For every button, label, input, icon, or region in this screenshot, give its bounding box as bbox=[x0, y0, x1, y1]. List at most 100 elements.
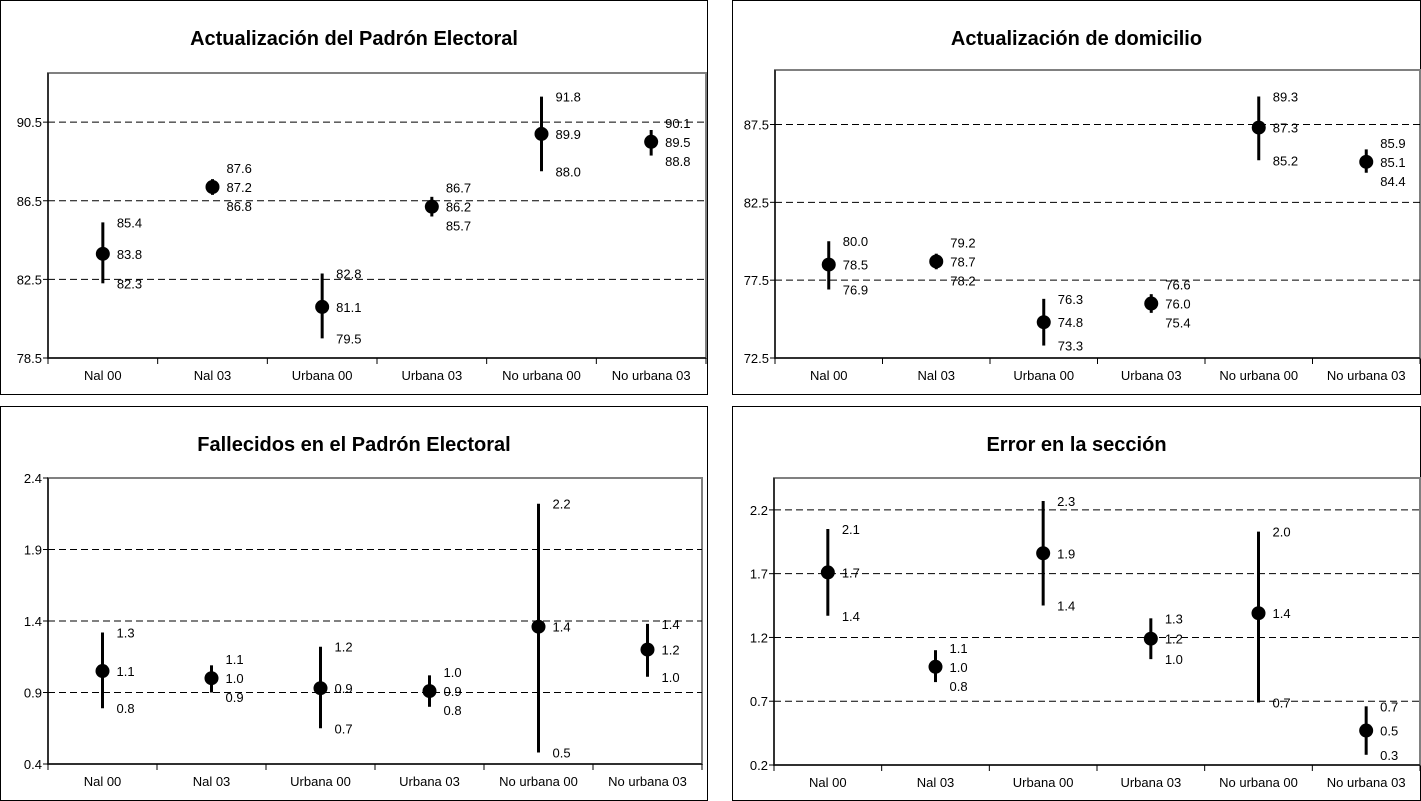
data-point bbox=[95, 664, 110, 679]
data-point bbox=[205, 180, 220, 194]
y-tick-label: 0.9 bbox=[24, 686, 42, 701]
data-point bbox=[531, 619, 546, 634]
value-label: 78.5 bbox=[843, 258, 868, 273]
data-point bbox=[1036, 546, 1051, 561]
x-tick-label: Urbana 03 bbox=[1121, 368, 1182, 383]
lower-label: 0.7 bbox=[335, 721, 353, 736]
y-tick-label: 90.5 bbox=[17, 115, 42, 130]
lower-label: 73.3 bbox=[1058, 339, 1083, 354]
chart-plot: 0.2 0.7 1.2 1.7 2.2 Nal 00 Nal 03 Urbana 00 Urba… bbox=[750, 477, 1421, 790]
upper-label: 1.3 bbox=[117, 625, 135, 640]
x-tick-label: Nal 00 bbox=[810, 368, 848, 383]
x-tick-label: Urbana 00 bbox=[1013, 775, 1074, 790]
chart-panel-4: Error en la sección 0.2 0.7 1.2 1.7 2.2 Nal 0… bbox=[732, 406, 1421, 801]
lower-label: 1.4 bbox=[842, 609, 860, 624]
chart-plot: 72.5 77.5 82.5 87.5 Nal 00 Nal 03 Urbana 00 Urb… bbox=[744, 69, 1421, 383]
lower-label: 85.2 bbox=[1273, 153, 1298, 168]
upper-label: 80.0 bbox=[843, 234, 868, 249]
x-tick-label: Urbana 03 bbox=[1120, 775, 1181, 790]
upper-label: 79.2 bbox=[950, 235, 975, 250]
plot-area bbox=[773, 477, 1421, 766]
chart-frame bbox=[0, 0, 708, 395]
lower-label: 76.9 bbox=[843, 283, 868, 298]
data-point bbox=[644, 134, 659, 149]
x-tick-label: No urbana 03 bbox=[612, 368, 691, 383]
upper-label: 1.2 bbox=[335, 640, 353, 655]
x-tick-label: No urbana 03 bbox=[1327, 775, 1406, 790]
lower-label: 0.5 bbox=[553, 746, 571, 761]
upper-label: 85.4 bbox=[117, 215, 142, 230]
value-label: 1.2 bbox=[662, 643, 680, 658]
data-point bbox=[315, 299, 330, 314]
y-tick-label: 77.5 bbox=[744, 273, 769, 288]
data-point bbox=[1143, 631, 1158, 646]
data-point bbox=[313, 681, 328, 696]
data-point bbox=[1251, 606, 1266, 621]
plot-area bbox=[47, 72, 707, 359]
value-label: 1.9 bbox=[1057, 546, 1075, 561]
y-tick-label: 0.2 bbox=[750, 758, 768, 773]
y-tick-label: 87.5 bbox=[744, 117, 769, 132]
data-point bbox=[929, 254, 944, 269]
data-point bbox=[422, 684, 437, 699]
upper-label: 2.3 bbox=[1057, 494, 1075, 509]
lower-label: 0.9 bbox=[226, 690, 244, 705]
x-tick-label: Nal 03 bbox=[917, 775, 955, 790]
chart-title: Actualización del Padrón Electoral bbox=[190, 28, 518, 50]
lower-label: 88.0 bbox=[556, 164, 581, 179]
lower-label: 0.3 bbox=[1380, 748, 1398, 763]
upper-label: 90.1 bbox=[665, 116, 690, 131]
chart-frame bbox=[732, 0, 1421, 395]
plot-area bbox=[774, 69, 1421, 359]
value-label: 85.1 bbox=[1380, 155, 1405, 170]
x-tick-label: No urbana 00 bbox=[1219, 368, 1298, 383]
y-tick-label: 0.7 bbox=[750, 694, 768, 709]
upper-label: 76.3 bbox=[1058, 292, 1083, 307]
value-label: 78.7 bbox=[950, 254, 975, 269]
x-tick-label: Nal 00 bbox=[84, 368, 122, 383]
y-tick-label: 2.2 bbox=[750, 503, 768, 518]
value-label: 87.3 bbox=[1273, 121, 1298, 136]
x-tick-label: Urbana 03 bbox=[399, 774, 460, 789]
data-point bbox=[1359, 154, 1374, 169]
upper-label: 86.7 bbox=[446, 181, 471, 196]
x-tick-label: Nal 03 bbox=[193, 774, 231, 789]
y-tick-label: 0.4 bbox=[24, 757, 42, 772]
x-tick-label: Urbana 00 bbox=[290, 774, 351, 789]
y-tick-label: 2.4 bbox=[24, 471, 42, 486]
chart-frame bbox=[732, 406, 1421, 801]
x-tick-label: Nal 00 bbox=[809, 775, 847, 790]
chart-title: Fallecidos en el Padrón Electoral bbox=[197, 434, 511, 456]
value-label: 1.7 bbox=[842, 565, 860, 580]
value-label: 76.0 bbox=[1165, 297, 1190, 312]
y-tick-label: 78.5 bbox=[17, 351, 42, 366]
chart-plot: 0.4 0.9 1.4 1.9 2.4 Nal 00 Nal 03 Urbana 00 Urba… bbox=[24, 471, 703, 789]
lower-label: 0.8 bbox=[950, 679, 968, 694]
value-label: 86.2 bbox=[446, 200, 471, 215]
chart-title: Actualización de domicilio bbox=[950, 28, 1203, 50]
lower-label: 0.7 bbox=[1273, 695, 1291, 710]
lower-label: 1.4 bbox=[1057, 599, 1075, 614]
value-label: 83.8 bbox=[117, 247, 142, 262]
value-label: 74.8 bbox=[1058, 315, 1083, 330]
lower-label: 1.0 bbox=[1165, 652, 1183, 667]
value-label: 81.1 bbox=[336, 300, 361, 315]
upper-label: 87.6 bbox=[227, 161, 252, 176]
x-tick-label: Nal 03 bbox=[917, 368, 955, 383]
upper-label: 1.1 bbox=[950, 641, 968, 656]
y-tick-label: 1.9 bbox=[24, 543, 42, 558]
value-label: 1.2 bbox=[1165, 632, 1183, 647]
value-label: 1.4 bbox=[553, 620, 571, 635]
x-tick-label: Urbana 00 bbox=[292, 368, 353, 383]
y-tick-label: 72.5 bbox=[744, 351, 769, 366]
upper-label: 1.1 bbox=[226, 652, 244, 667]
value-label: 1.0 bbox=[226, 671, 244, 686]
chart-panel-2: Actualización de domicilio 72.5 77.5 82.5 8… bbox=[732, 0, 1421, 395]
y-tick-label: 1.4 bbox=[24, 614, 42, 629]
value-label: 1.0 bbox=[950, 660, 968, 675]
lower-label: 86.8 bbox=[227, 199, 252, 214]
y-tick-label: 82.5 bbox=[744, 195, 769, 210]
lower-label: 0.8 bbox=[117, 701, 135, 716]
value-label: 1.4 bbox=[1273, 606, 1291, 621]
lower-label: 84.4 bbox=[1380, 174, 1405, 189]
